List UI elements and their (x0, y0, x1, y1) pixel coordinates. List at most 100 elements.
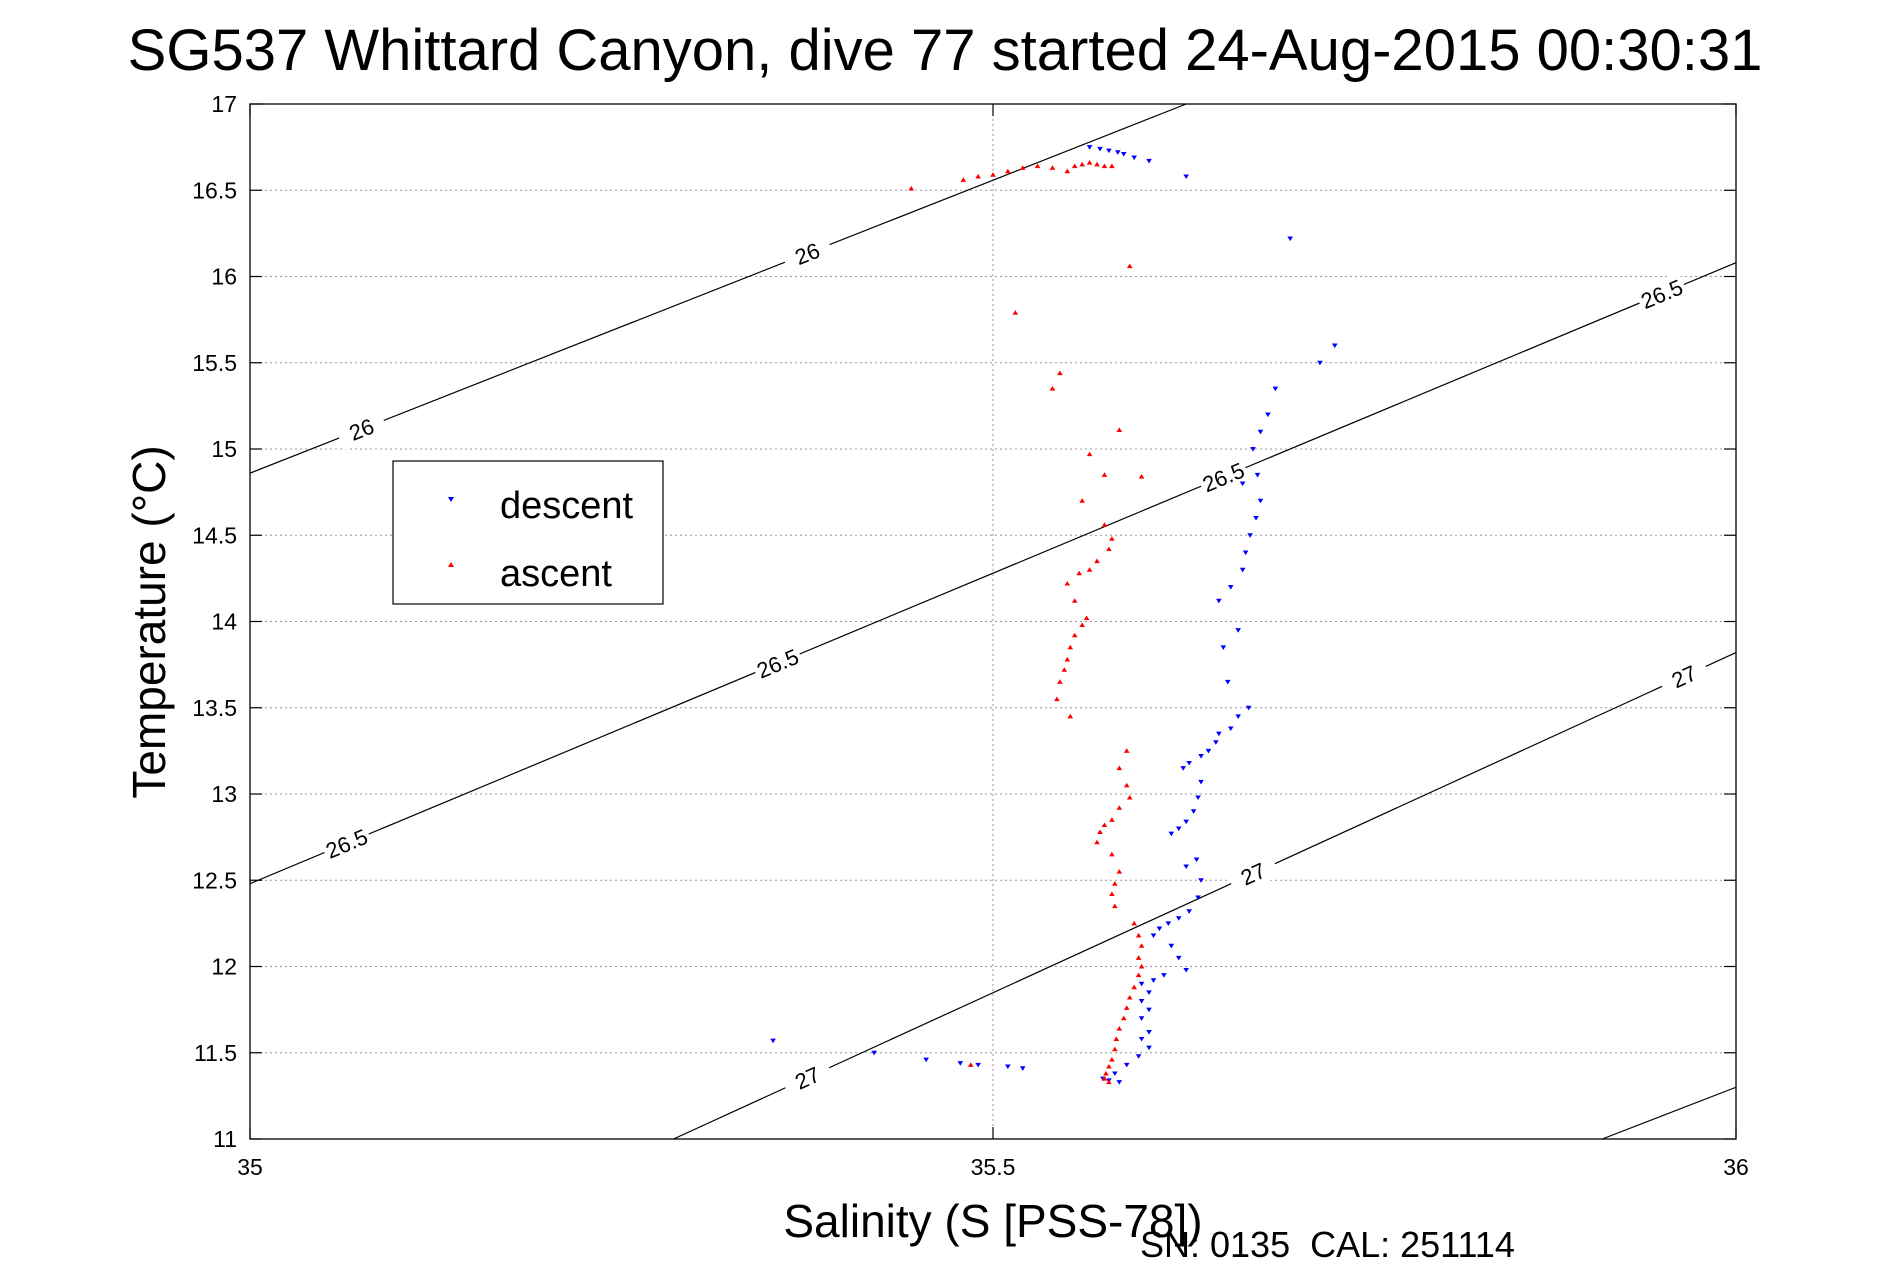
ascent-point (1005, 168, 1011, 174)
descent-point (1239, 567, 1246, 573)
ascent-point (1064, 580, 1071, 586)
descent-point (1198, 754, 1204, 759)
descent-point (1190, 809, 1197, 814)
ascent-point (1019, 165, 1026, 170)
descent-point (1213, 740, 1219, 745)
ascent-point (1101, 522, 1108, 527)
descent-point (1205, 748, 1212, 754)
descent-point (1180, 766, 1187, 771)
y-tick-label: 14.5 (192, 522, 237, 548)
descent-series (770, 145, 1338, 1085)
descent-point (1112, 1071, 1118, 1077)
y-tick-label: 13 (211, 781, 237, 807)
descent-point (1227, 726, 1234, 732)
descent-point (1135, 1054, 1142, 1059)
ascent-point (1109, 851, 1115, 857)
x-axis-label: Salinity (S [PSS-78]) (783, 1195, 1202, 1247)
ascent-point (1138, 963, 1145, 969)
ascent-point (1112, 903, 1118, 909)
ascent-point (1049, 165, 1056, 170)
footer-serial-calibration: SN: 0135 CAL: 251114 (1140, 1224, 1515, 1262)
ascent-point (1086, 451, 1093, 457)
x-tick-label: 35 (237, 1154, 263, 1180)
ascent-point (1126, 263, 1133, 269)
ascent-point (1103, 1070, 1109, 1076)
descent-point (1195, 795, 1201, 801)
descent-point (1317, 360, 1323, 366)
ascent-point (1079, 498, 1085, 503)
descent-point (1097, 146, 1103, 152)
descent-point (1224, 679, 1231, 685)
descent-point (1242, 550, 1249, 556)
ascent-point (908, 185, 915, 191)
ascent-point (960, 177, 967, 182)
descent-point (1183, 864, 1189, 870)
ascent-point (1126, 794, 1133, 800)
contour-label-background (780, 1055, 835, 1100)
descent-point (1247, 533, 1253, 538)
ascent-point (1034, 163, 1041, 169)
ascent-point (1094, 558, 1100, 564)
y-tick-label: 15 (211, 436, 237, 462)
ascent-point (1064, 168, 1071, 174)
descent-point (1216, 598, 1222, 604)
ascent-point (1079, 161, 1085, 167)
descent-point (1116, 1080, 1123, 1085)
ascent-point (1138, 474, 1145, 479)
contour-label-background (1656, 654, 1712, 699)
ascent-point (1079, 622, 1085, 627)
descent-point (1183, 819, 1189, 825)
descent-point (1168, 831, 1175, 837)
ascent-point (990, 172, 996, 177)
y-tick-label: 12 (211, 954, 237, 980)
contour-label-background (334, 408, 389, 451)
ascent-point (1071, 598, 1078, 603)
legend-ascent-marker (448, 562, 454, 567)
descent-point (1186, 760, 1192, 766)
descent-point (1183, 174, 1189, 180)
descent-point (1175, 955, 1182, 961)
ascent-point (1106, 1063, 1112, 1069)
descent-point (1168, 943, 1175, 949)
ascent-point (1101, 822, 1108, 828)
ascent-point (1064, 656, 1071, 662)
ascent-point (1071, 632, 1078, 638)
descent-point (1235, 714, 1241, 719)
contour-label-background (1634, 272, 1689, 315)
ascent-point (1138, 943, 1145, 948)
descent-point (871, 1050, 877, 1056)
density-contour-line (249, 103, 1187, 474)
descent-point (1257, 429, 1264, 435)
y-tick-label: 13.5 (192, 695, 237, 721)
ascent-point (1083, 615, 1090, 621)
descent-point (1106, 148, 1112, 154)
y-tick-label: 11.5 (194, 1040, 237, 1066)
x-tick-label: 36 (1723, 1154, 1749, 1180)
descent-point (1019, 1066, 1026, 1071)
contour-label-background (750, 641, 805, 685)
descent-point (1131, 155, 1137, 161)
ascent-point (1109, 891, 1115, 897)
ascent-point (1131, 984, 1137, 990)
descent-point (1183, 967, 1189, 973)
x-tick-label: 35.5 (971, 1154, 1016, 1180)
descent-point (1272, 386, 1279, 392)
descent-point (1253, 516, 1259, 521)
descent-point (1146, 158, 1152, 164)
descent-point (923, 1057, 929, 1063)
ascent-point (1086, 567, 1093, 572)
descent-point (1165, 921, 1172, 926)
descent-point (1138, 1016, 1145, 1021)
descent-point (1146, 1007, 1152, 1013)
ascent-point (1071, 163, 1078, 169)
descent-point (1257, 498, 1264, 504)
ascent-point (1076, 570, 1082, 576)
ascent-series (908, 160, 1145, 1085)
ascent-point (1101, 472, 1108, 477)
ascent-point (1012, 310, 1019, 315)
y-tick-label: 15.5 (192, 350, 237, 376)
descent-point (1150, 933, 1157, 939)
descent-point (957, 1061, 964, 1066)
y-tick-label: 11 (213, 1126, 237, 1152)
